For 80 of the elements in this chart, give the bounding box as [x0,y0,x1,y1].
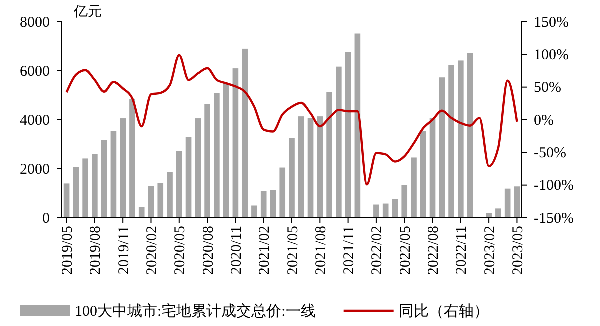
bar [101,140,108,218]
bar [242,48,248,218]
x-tick-label: 2022/08 [426,226,442,276]
y2-tick-label: -150% [534,210,574,227]
bar [298,116,304,218]
bar [289,138,295,218]
x-tick-label: 2020/08 [200,226,217,276]
bar [158,183,164,218]
bar [110,131,117,218]
bar [223,83,230,218]
x-tick-label: 2021/08 [313,226,330,276]
y-tick-label: 4000 [20,112,50,129]
bar [382,204,389,218]
x-tick-label: 2021/02 [257,226,274,276]
bar [467,53,474,218]
bar [252,206,258,218]
bar [439,78,446,218]
legend-label: 同比（右轴） [398,303,489,320]
bar [138,207,145,218]
bar [345,52,352,218]
bar [270,190,276,218]
x-tick-label: 2020/05 [172,226,189,276]
bar [186,137,192,218]
x-tick-label: 2020/11 [228,226,245,275]
x-tick-label: 2019/05 [60,226,76,276]
x-tick-label: 2019/08 [88,226,104,276]
y2-tick-label: 0% [534,112,554,129]
bar [486,213,492,218]
x-tick-label: 2023/05 [510,226,526,276]
bar [167,172,173,218]
bar [504,188,511,218]
x-tick-label: 2019/11 [116,226,132,275]
x-tick-label: 2022/05 [398,226,414,276]
bar [120,118,126,218]
bar [195,118,202,218]
x-tick-label: 2021/11 [342,226,358,275]
bar [308,118,314,218]
bar [232,68,239,218]
bar [148,186,154,218]
x-tick-label: 2021/05 [285,226,302,276]
bar [92,154,98,218]
y2-tick-label: 100% [534,47,569,64]
y2-tick-label: 150% [534,14,569,31]
bar [214,93,220,218]
y-tick-label: 0 [42,210,50,227]
bar [496,208,502,218]
y-tick-label: 2000 [20,162,50,178]
x-tick-label: 2020/02 [144,226,160,276]
bar [73,167,80,218]
bar [326,92,332,218]
y2-tick-label: -100% [534,178,574,194]
y2-tick-label: -50% [534,145,566,162]
y-axis-title: 亿元 [73,4,102,20]
bar [354,34,361,218]
bar [430,118,436,218]
bar [317,116,324,218]
bar [130,99,136,218]
bar [260,191,267,218]
bar [420,132,426,218]
bar [514,186,520,218]
line-series [66,54,518,186]
y-tick-label: 8000 [20,14,50,31]
bar [448,65,454,218]
bar [392,199,398,218]
bar [204,104,210,218]
bar [64,184,70,218]
bar [458,60,464,218]
x-tick-label: 2022/02 [370,226,386,276]
x-tick-label: 2023/02 [482,226,498,276]
bar [374,204,380,218]
bar [336,66,342,218]
bar [280,168,286,218]
legend-label: 100大中城市:宅地累计成交总价:一线 [75,303,316,320]
bar [82,158,88,218]
x-tick-label: 2022/11 [454,226,470,275]
y2-tick-label: 50% [534,80,562,96]
bar [411,158,417,218]
y-tick-label: 6000 [20,64,50,80]
bar [402,185,408,218]
bar [176,151,182,218]
